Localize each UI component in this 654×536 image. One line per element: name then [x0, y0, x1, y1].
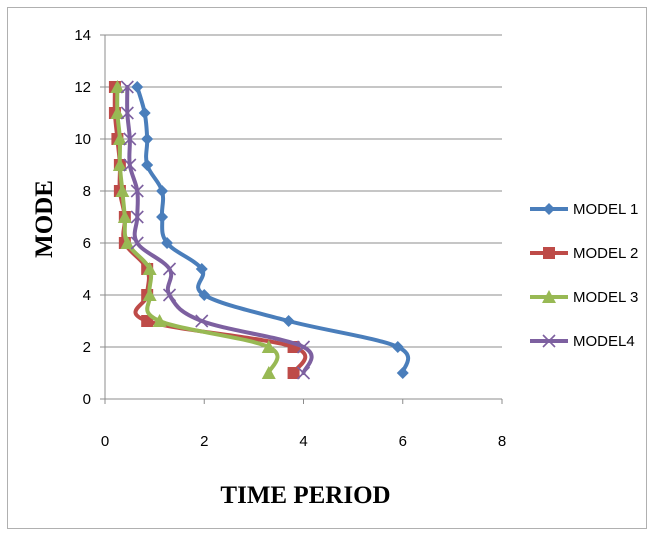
y-tick-label-10: 10 — [74, 131, 91, 148]
y-tick-labels: 0 2 4 6 8 10 12 14 — [74, 27, 91, 408]
point-model-1-5 — [161, 237, 174, 249]
point-model-3-4 — [142, 262, 157, 275]
point-model-3-6 — [117, 210, 132, 223]
x-tick-label-4: 4 — [299, 433, 307, 450]
series-group — [108, 80, 411, 380]
legend-item-model-1: MODEL 1 — [530, 201, 638, 218]
point-model4-9 — [123, 132, 137, 146]
legend-item-model-3: MODEL 3 — [530, 289, 638, 306]
legend-marker-model-1 — [543, 203, 555, 215]
series-line-model-1 — [135, 85, 411, 375]
point-model-2-0 — [287, 367, 300, 379]
point-model4-1 — [296, 340, 311, 354]
point-model-3-8 — [112, 158, 127, 171]
x-tick-label-2: 2 — [200, 433, 208, 450]
point-model4-6 — [130, 210, 144, 224]
point-model-3-0 — [261, 366, 276, 379]
point-model4-10 — [120, 106, 134, 120]
point-model4-2 — [195, 314, 209, 328]
point-model-1-7 — [156, 185, 169, 197]
point-model-3-5 — [120, 236, 135, 249]
point-model4-8 — [123, 158, 137, 172]
legend-label-model4: MODEL4 — [573, 333, 635, 350]
legend-marker-model-2 — [543, 247, 555, 259]
point-model-1-8 — [141, 159, 154, 171]
x-tick-label-6: 6 — [399, 433, 407, 450]
y-axis-title: MODE — [31, 180, 58, 258]
series-model-1 — [131, 81, 411, 379]
series-line-model-2 — [112, 85, 308, 375]
point-model-3-7 — [115, 184, 130, 197]
x-tick-label-8: 8 — [498, 433, 506, 450]
point-model4-3 — [162, 288, 177, 302]
point-model-1-11 — [131, 81, 144, 93]
point-model-1-4 — [195, 263, 208, 275]
point-model-1-2 — [282, 315, 295, 327]
series-line-model4 — [125, 85, 314, 375]
point-model4-4 — [162, 262, 177, 276]
point-model-1-1 — [391, 341, 404, 353]
series-model-3 — [110, 80, 280, 379]
y-tick-label-8: 8 — [83, 183, 91, 200]
y-tick-label-0: 0 — [83, 391, 91, 408]
point-model-1-10 — [138, 107, 151, 119]
point-model-1-6 — [156, 211, 169, 223]
point-model-1-3 — [198, 289, 211, 301]
y-tick-label-4: 4 — [83, 287, 91, 304]
point-model4-0 — [296, 366, 311, 380]
legend-item-model4: MODEL4 — [530, 333, 635, 350]
y-tick-label-2: 2 — [83, 339, 91, 356]
y-tick-label-14: 14 — [74, 27, 91, 44]
point-model-2-2 — [141, 315, 154, 327]
point-model-1-9 — [141, 133, 154, 145]
axes — [100, 34, 503, 404]
legend-item-model-2: MODEL 2 — [530, 245, 638, 262]
legend-label-model-1: MODEL 1 — [573, 201, 638, 218]
x-tick-label-0: 0 — [101, 433, 109, 450]
series-line-model-3 — [115, 85, 280, 375]
x-axis-title: TIME PERIOD — [220, 482, 390, 509]
point-model-3-11 — [110, 80, 125, 93]
y-tick-label-6: 6 — [83, 235, 91, 252]
point-model4-7 — [130, 184, 144, 198]
gridlines — [105, 34, 502, 400]
legend: MODEL 1 MODEL 2 MODEL 3 MODEL4 — [530, 201, 638, 350]
x-tick-labels: 0 2 4 6 8 — [101, 433, 506, 450]
point-model-3-9 — [112, 132, 127, 145]
series-model4 — [120, 80, 314, 380]
legend-label-model-2: MODEL 2 — [573, 245, 638, 262]
point-model-3-1 — [261, 340, 276, 353]
point-model-3-2 — [152, 314, 167, 327]
y-tick-label-12: 12 — [74, 79, 91, 96]
point-model-3-10 — [110, 106, 125, 119]
point-model-1-0 — [396, 367, 409, 379]
legend-label-model-3: MODEL 3 — [573, 289, 638, 306]
point-model-3-3 — [142, 288, 157, 301]
legend-marker-model4 — [542, 334, 556, 348]
point-model4-5 — [130, 236, 144, 250]
point-model4-11 — [120, 80, 134, 94]
legend-marker-model-3 — [542, 290, 556, 303]
